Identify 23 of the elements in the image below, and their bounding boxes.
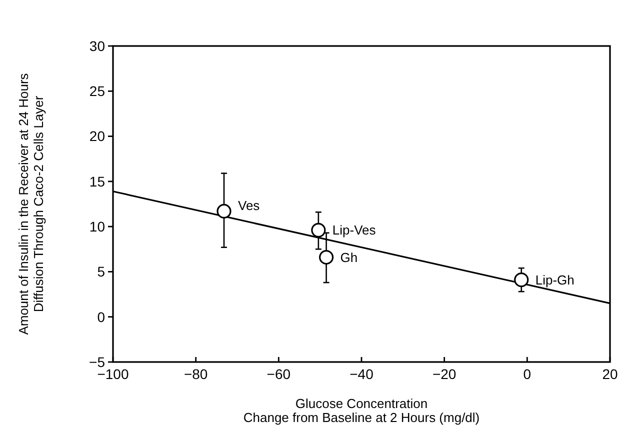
y-tick-label: 20 (89, 128, 106, 144)
annotation: Lip-Ves (332, 222, 376, 238)
x-axis-title: Glucose Concentration Change from Baseline at 2 Hours (mg/dl) (243, 396, 480, 425)
point (311, 222, 326, 238)
point (514, 272, 529, 288)
y-axis-title: Amount of Insulin in the Receiver at 24 Hours Diffusion Through Caco-2 Cells Layer (16, 72, 46, 335)
x-tick-label: 20 (602, 366, 618, 382)
x-tick-label: −40 (350, 366, 374, 382)
x-tick-label: −80 (184, 366, 208, 382)
point (318, 250, 334, 265)
y-tick-label: 15 (89, 173, 106, 190)
x-tick-label: −20 (432, 366, 456, 382)
y-tick-label: 10 (89, 218, 106, 234)
x-tick-label: −60 (266, 366, 291, 382)
annotation: Ves (238, 198, 260, 213)
y-tick-label: 0 (97, 308, 106, 325)
y-tick-label: 5 (97, 264, 106, 280)
annotation: Gh (340, 250, 358, 265)
y-tick-label: 30 (89, 38, 106, 54)
y-tick-label: 25 (89, 83, 106, 100)
point (216, 204, 232, 219)
x-tick-label: 0 (523, 366, 532, 382)
annotation: Lip-Gh (535, 272, 574, 288)
